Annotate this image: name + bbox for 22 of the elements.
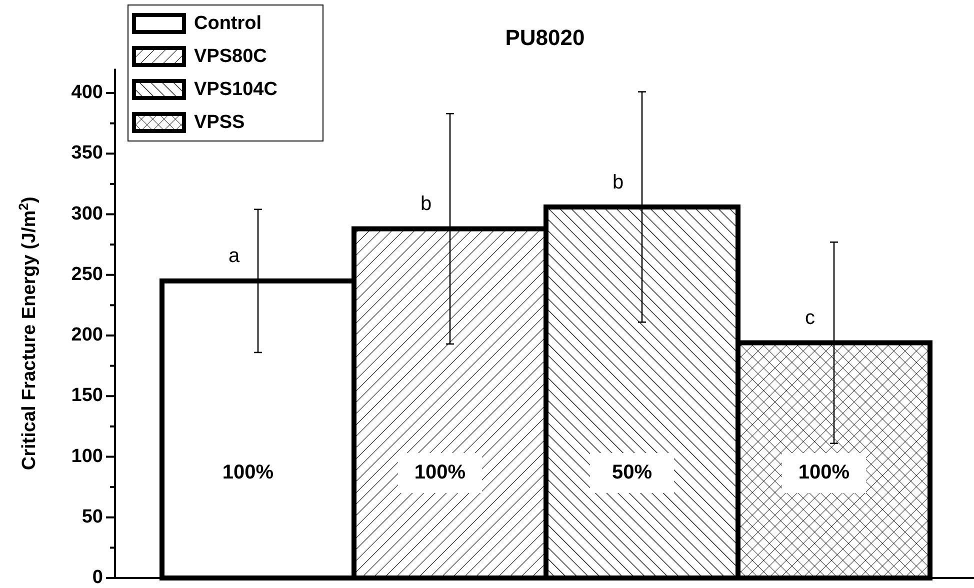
annotation: b (420, 193, 432, 216)
y-tick-label: 400 (71, 82, 103, 104)
annotation: c (805, 307, 815, 330)
legend-label: VPS104C (194, 79, 278, 100)
y-tick-label: 300 (71, 203, 103, 224)
y-tick-label: 100 (71, 446, 103, 467)
y-tick-label: 50 (82, 506, 103, 528)
y-tick-label: 350 (71, 142, 103, 164)
annotation: 100% (414, 461, 466, 484)
annotation: 100% (798, 461, 850, 484)
legend-label: VPSS (194, 112, 245, 134)
annotation: b (612, 171, 624, 194)
y-tick-label: 200 (71, 324, 103, 346)
legend-label: Control (194, 13, 262, 34)
annotation: a (228, 245, 240, 268)
annotation: 100% (222, 461, 274, 484)
annotation: 50% (612, 461, 652, 484)
y-tick-label: 0 (92, 567, 103, 588)
legend-label: VPS80C (194, 46, 268, 68)
chart-title: PU8020 (505, 25, 585, 50)
y-tick-label: 150 (71, 385, 103, 406)
y-tick-label: 250 (71, 264, 103, 285)
